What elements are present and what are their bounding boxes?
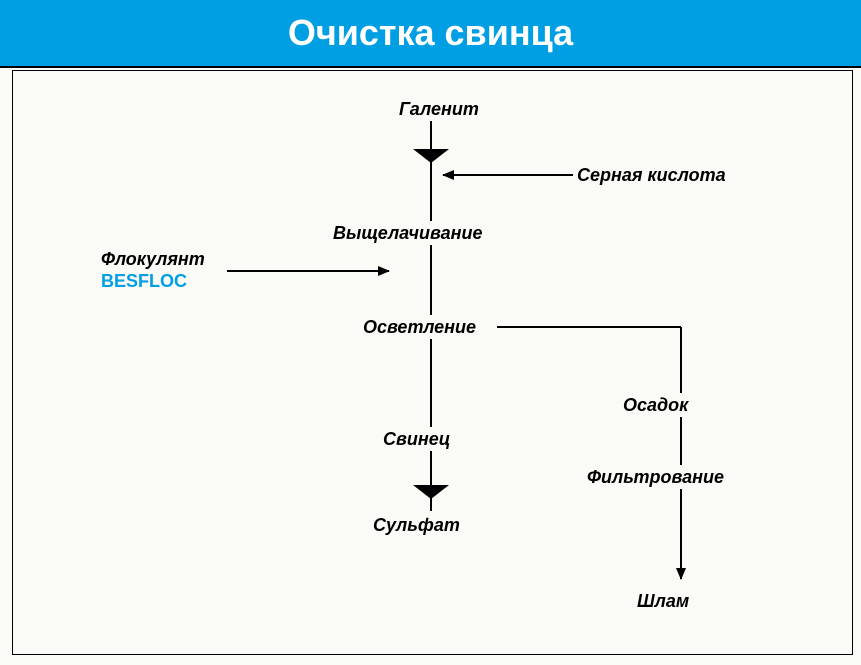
node-galenit: Галенит [399,99,479,120]
node-sludge: Шлам [637,591,689,612]
flow-arrows [13,71,852,654]
node-floc-label: Флокулянт [101,249,205,270]
node-lead: Свинец [383,429,450,450]
node-filter: Фильтрование [587,467,724,488]
node-clarify: Осветление [363,317,476,338]
node-besfloc: BESFLOC [101,271,187,292]
node-sulfate: Сульфат [373,515,460,536]
node-sediment: Осадок [623,395,688,416]
page-title: Очистка свинца [0,0,861,68]
node-sulfuric: Серная кислота [577,165,726,186]
node-leach: Выщелачивание [333,223,483,244]
flowchart-canvas: Галенит Серная кислота Выщелачивание Фло… [12,70,853,655]
